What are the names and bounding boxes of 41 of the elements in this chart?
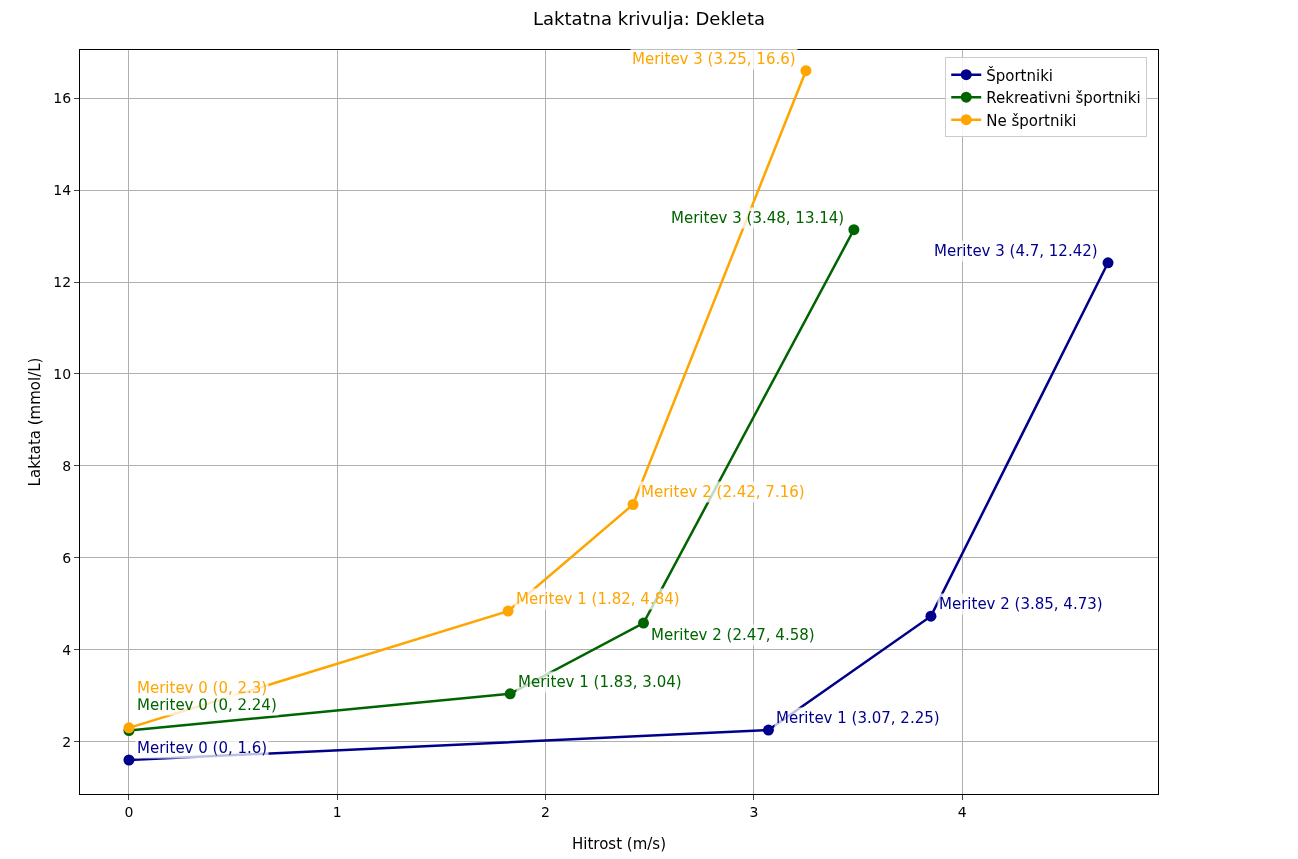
y-tick-label: 14 — [53, 182, 72, 199]
point — [504, 688, 516, 700]
y-tick-label: 6 — [62, 549, 72, 566]
y-tick-label: 12 — [53, 273, 72, 290]
chart-title: Laktatna krivulja: Dekleta — [532, 8, 766, 30]
data-label: Meritev 0 (0, 2.24) — [137, 696, 277, 714]
data-label: Meritev 2 (2.42, 7.16) — [641, 483, 805, 501]
point — [627, 498, 639, 510]
x-axis-title: Hitrost (m/s) — [572, 835, 666, 853]
y-tick-label: 8 — [62, 457, 72, 474]
y-tick-label: 2 — [62, 733, 72, 750]
point — [123, 754, 135, 766]
data-label: Meritev 1 (1.82, 4.84) — [516, 590, 680, 608]
legend-label: Rekreativni športniki — [986, 89, 1141, 108]
y-axis-title: Laktata (mmol/L) — [26, 357, 44, 487]
point — [502, 605, 514, 617]
point — [800, 65, 812, 77]
y-tick-label: 10 — [53, 365, 72, 382]
data-label: Meritev 3 (3.48, 13.14) — [671, 209, 845, 227]
data-label: Meritev 0 (0, 1.6) — [137, 739, 268, 757]
legend-label: Ne športniki — [986, 111, 1077, 130]
legend-label: Športniki — [986, 65, 1054, 85]
data-label: Meritev 2 (3.85, 4.73) — [939, 595, 1103, 613]
point — [637, 617, 649, 629]
y-tick-label: 16 — [53, 90, 72, 107]
y-tick-label: 4 — [62, 641, 72, 658]
data-label: Meritev 1 (3.07, 2.25) — [776, 709, 940, 727]
data-label: Meritev 3 (3.25, 16.6) — [632, 50, 796, 68]
point — [762, 724, 774, 736]
data-label: Meritev 0 (0, 2.3) — [137, 679, 268, 697]
x-tick-label: 4 — [957, 803, 967, 820]
data-label: Meritev 1 (1.83, 3.04) — [518, 673, 682, 691]
x-tick-label: 2 — [541, 803, 551, 820]
data-label: Meritev 2 (2.47, 4.58) — [651, 626, 815, 644]
point — [848, 224, 860, 236]
data-label: Meritev 3 (4.7, 12.42) — [934, 242, 1098, 260]
point — [1102, 257, 1114, 269]
point — [925, 610, 937, 622]
x-tick-label: 0 — [124, 803, 134, 820]
x-tick-label: 1 — [332, 803, 342, 820]
x-tick-label: 3 — [749, 803, 759, 820]
